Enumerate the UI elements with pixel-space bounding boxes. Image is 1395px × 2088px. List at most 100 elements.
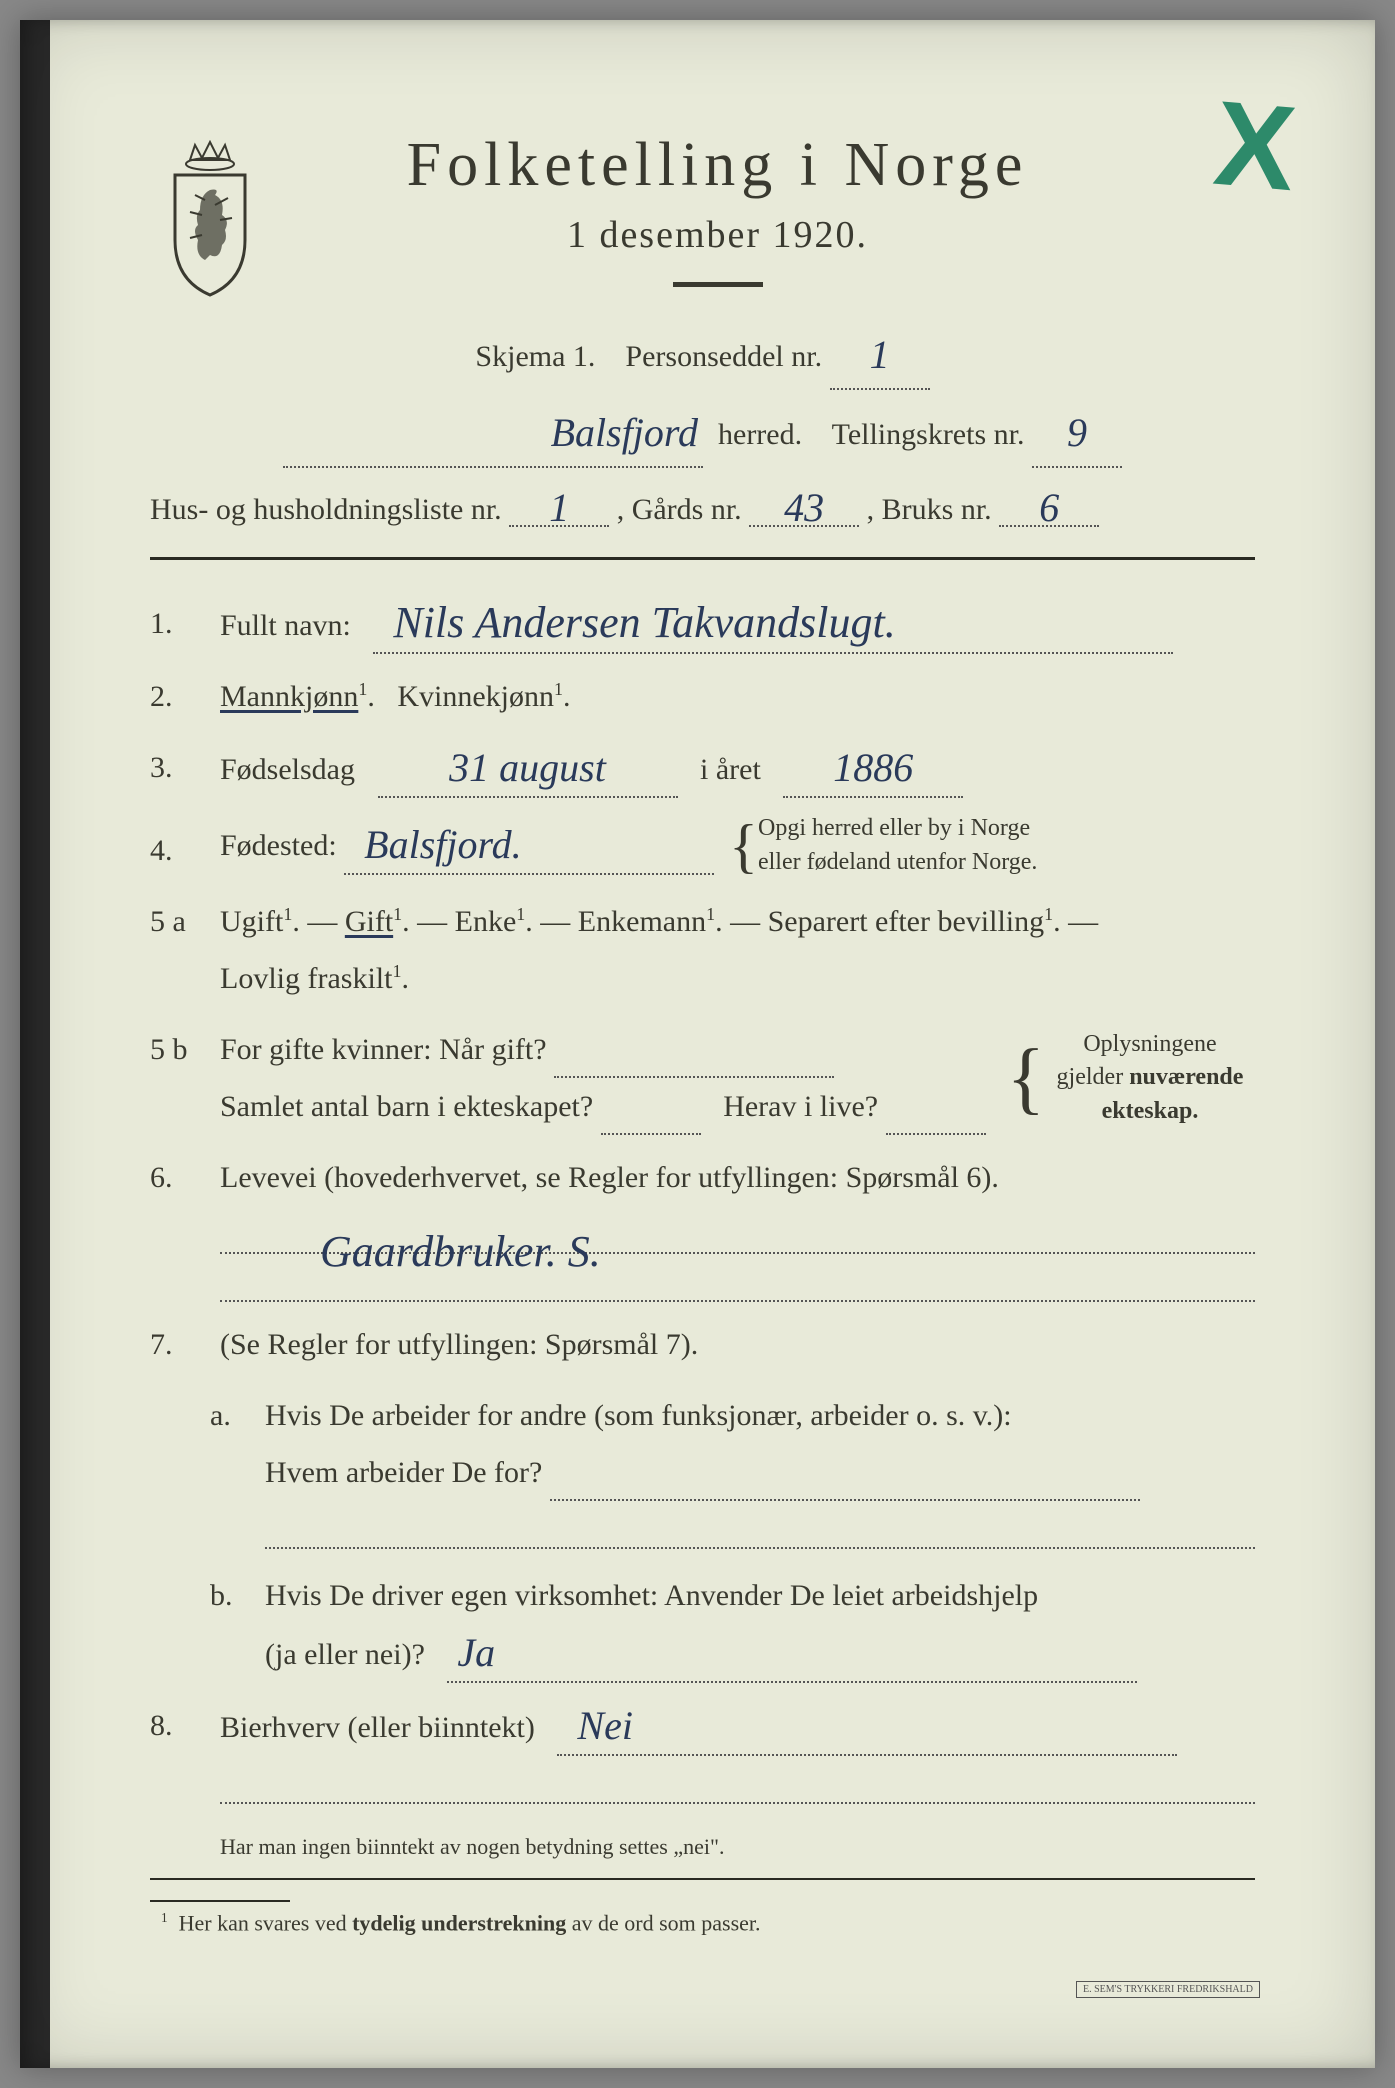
q3-day-field: 31 august [378,739,678,798]
q7b-field: Ja [447,1624,1137,1683]
skjema-label: Skjema 1. [475,340,595,373]
q3-year-label: i året [700,753,761,786]
tellingskrets-label: Tellingskrets nr. [832,418,1025,451]
q7a-num: a. [210,1387,265,1549]
q2-kvinnekjonn: Kvinnekjønn [397,680,554,713]
q4-field: Balsfjord. [344,816,714,875]
footnote-1-num: 1 [161,1910,168,1925]
subtitle: 1 desember 1920. [180,213,1255,257]
q2-dot2: . [563,680,571,713]
q8-num: 8. [150,1697,220,1804]
q7b-line2: (ja eller nei)? [265,1638,425,1671]
q3-num: 3. [150,739,220,798]
q1-field: Nils Andersen Takvandslugt. [373,595,1173,654]
divider-top [150,557,1255,560]
bruks-field: 6 [999,488,1099,527]
q7-num: 7. [150,1316,220,1373]
check-mark-x: X [1212,107,1298,186]
question-3: 3. Fødselsdag 31 august i året 1886 [150,739,1255,798]
q3-label: Fødselsdag [220,753,355,786]
q6-label: Levevei (hovederhvervet, se Regler for u… [220,1161,999,1194]
q4-label: Fødested: [220,817,337,874]
herred-field: Balsfjord [283,400,703,468]
question-6: 6. Levevei (hovederhvervet, se Regler fo… [150,1149,1255,1302]
q4-brace-icon: { [729,822,758,870]
q5a-fraskilt: Lovlig fraskilt [220,962,392,995]
q7b-line1: Hvis De driver egen virksomhet: Anvender… [265,1579,1038,1612]
gards-field: 43 [749,488,859,527]
q8-value: Nei [577,1710,633,1742]
q7-label: (Se Regler for utfyllingen: Spørsmål 7). [220,1328,698,1361]
q2-sup2: 1 [554,679,563,699]
q5b-label3: Herav i live? [723,1090,878,1123]
footnote-1-text-a: Her kan svares ved [179,1911,353,1936]
personseddel-nr-field: 1 [830,322,930,390]
q5b-label1: For gifte kvinner: Når gift? [220,1033,547,1066]
question-7a: a. Hvis De arbeider for andre (som funks… [150,1387,1255,1549]
footnote-1-text-c: av de ord som passer. [566,1911,760,1936]
bruks-nr: 6 [1039,492,1059,524]
q5a-enke: Enke [455,905,517,938]
husliste-nr: 1 [549,492,569,524]
q3-year-value: 1886 [833,752,913,784]
q2-num: 2. [150,668,220,725]
footnote-instruction: Har man ingen biinntekt av nogen betydni… [150,1834,1255,1860]
title-block: Folketelling i Norge 1 desember 1920. [180,130,1255,312]
q7a-line1: Hvis De arbeider for andre (som funksjon… [265,1399,1012,1432]
divider-bottom [150,1878,1255,1880]
q2-dot1: . [367,680,375,713]
q1-label: Fullt navn: [220,609,351,642]
q5b-label2: Samlet antal barn i ekteskapet? [220,1090,593,1123]
question-8: 8. Bierhverv (eller biinntekt) Nei [150,1697,1255,1804]
main-title: Folketelling i Norge [180,130,1255,201]
q3-day-value: 31 august [449,752,606,784]
footnote-1: 1 Her kan svares ved tydelig understrekn… [150,1910,1255,1936]
page-binding-edge [20,20,50,2068]
q8-field: Nei [557,1697,1177,1756]
q4-value: Balsfjord. [364,829,521,861]
question-5a: 5 a Ugift1. — Gift1. — Enke1. — Enkemann… [150,893,1255,1007]
q7a-line2: Hvem arbeider De for? [265,1456,542,1489]
q1-value: Nils Andersen Takvandslugt. [393,605,895,640]
q7a-field-line2 [265,1519,1255,1549]
gards-nr: 43 [784,492,824,524]
question-7b: b. Hvis De driver egen virksomhet: Anven… [150,1567,1255,1683]
q5b-field3 [886,1105,986,1135]
census-form-page: X Folketelling i Norge 1 desember 1920. … [20,20,1375,2068]
meta-line-1: Skjema 1. Personseddel nr. 1 [150,322,1255,390]
q5a-gift: Gift [345,905,393,938]
meta-line-3: Hus- og husholdningsliste nr. 1 , Gårds … [150,488,1255,527]
tellingskrets-nr: 9 [1067,417,1087,449]
q5b-field2 [601,1105,701,1135]
footnote-rule [150,1900,290,1902]
q7b-num: b. [210,1567,265,1683]
question-4: 4. Fødested: Balsfjord. { Opgi herred el… [150,812,1255,879]
q6-field-line2 [220,1272,1255,1302]
husliste-field: 1 [509,488,609,527]
footnote-1-text-b: tydelig understrekning [352,1911,566,1936]
herred-value: Balsfjord [551,417,698,449]
q5a-num: 5 a [150,893,220,1007]
q4-num: 4. [150,822,220,879]
q1-num: 1. [150,595,220,654]
q5b-field1 [554,1048,834,1078]
q5a-ugift: Ugift [220,905,283,938]
gards-label: , Gårds nr. [617,493,742,526]
q6-num: 6. [150,1149,220,1302]
q6-value: Gaardbruker. S. [320,1234,601,1269]
q8-label: Bierhverv (eller biinntekt) [220,1711,535,1744]
q5b-brace-icon: { [1007,1046,1045,1110]
personseddel-label: Personseddel nr. [625,340,822,373]
q2-sup1: 1 [358,679,367,699]
q5b-side-note: Oplysningene gjelder nuværende ekteskap. [1045,1028,1255,1129]
q5a-separert: Separert efter bevilling [768,905,1045,938]
question-7: 7. (Se Regler for utfyllingen: Spørsmål … [150,1316,1255,1373]
q8-field-line2 [220,1774,1255,1804]
bruks-label: , Bruks nr. [867,493,992,526]
q7a-field [550,1471,1140,1501]
herred-label: herred. [718,418,802,451]
q3-year-field: 1886 [783,739,963,798]
personseddel-nr: 1 [870,339,890,371]
printer-mark: E. SEM'S TRYKKERI FREDRIKSHALD [1076,1981,1260,1998]
q7b-value: Ja [457,1637,495,1669]
